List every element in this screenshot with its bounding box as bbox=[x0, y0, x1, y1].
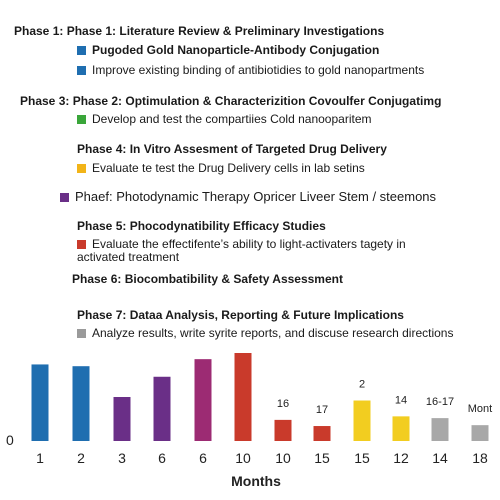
bars-group bbox=[31, 353, 489, 441]
bullet-square-icon bbox=[60, 193, 69, 202]
bar-7 bbox=[274, 419, 292, 441]
bar-8 bbox=[313, 426, 331, 441]
x-tick-labels-group: 1 2 3 6 6 10 10 15 15 12 14 18 bbox=[36, 450, 488, 466]
x-axis-title: Months bbox=[231, 473, 281, 489]
phase-1-heading: Phase 1: Phase 1: Literature Review & Pr… bbox=[14, 24, 385, 38]
x-tick-label-5: 6 bbox=[199, 450, 207, 466]
x-tick-label-8: 15 bbox=[314, 450, 330, 466]
phase-photodynamic-item: Phaef: Photodynamic Therapy Opricer Live… bbox=[60, 189, 436, 204]
phase-1-item-2: Improve existing binding of antibiotidie… bbox=[77, 63, 424, 77]
x-tick-label-12: 18 bbox=[472, 450, 488, 466]
x-tick-label-9: 15 bbox=[354, 450, 370, 466]
x-tick-label-1: 1 bbox=[36, 450, 44, 466]
phase-7-item-1: Analyze results, write syrite reports, a… bbox=[77, 326, 453, 340]
x-tick-label-2: 2 bbox=[77, 450, 85, 466]
data-label-9: 2 bbox=[359, 379, 365, 391]
data-label-7: 16 bbox=[277, 398, 289, 410]
bullet-square-icon bbox=[77, 66, 86, 75]
phase-4-item-1: Evaluate te test the Drug Delivery cells… bbox=[77, 161, 365, 175]
phase-2-heading: Phase 3: Phase 2: Optimulation & Charact… bbox=[20, 94, 442, 108]
bar-1 bbox=[31, 364, 49, 441]
bar-12 bbox=[471, 425, 489, 441]
bullet-square-icon bbox=[77, 240, 86, 249]
phase-7-heading: Phase 7: Dataa Analysis, Reporting & Fut… bbox=[77, 308, 404, 322]
x-tick-label-11: 14 bbox=[432, 450, 448, 466]
phase-5-heading: Phase 5: Phocodynatibility Efficacy Stud… bbox=[77, 219, 326, 233]
data-label-8: 17 bbox=[316, 404, 328, 416]
bar-5 bbox=[194, 359, 212, 441]
bar-10 bbox=[392, 416, 410, 441]
bar-3 bbox=[113, 397, 131, 441]
x-tick-label-7: 10 bbox=[275, 450, 291, 466]
data-label-11: 16-17 bbox=[426, 396, 454, 408]
phase-1-item-1: Pugoded Gold Nanoparticle-Antibody Conju… bbox=[77, 43, 379, 57]
bullet-square-icon bbox=[77, 329, 86, 338]
phase-6-heading: Phase 6: Biocombatibility & Safety Asses… bbox=[72, 272, 343, 286]
x-tick-label-6: 10 bbox=[235, 450, 251, 466]
data-label-10: 14 bbox=[395, 394, 407, 406]
bar-11 bbox=[431, 418, 449, 441]
y-tick-label: 0 bbox=[6, 432, 14, 448]
x-tick-label-10: 12 bbox=[393, 450, 409, 466]
bullet-square-icon bbox=[77, 46, 86, 55]
phase-2-item-1: Develop and test the compartiies Cold na… bbox=[77, 112, 372, 126]
bullet-square-icon bbox=[77, 164, 86, 173]
bullet-square-icon bbox=[77, 115, 86, 124]
bar-6 bbox=[234, 353, 252, 441]
data-labels-group: 16 17 2 14 16-17 Mont bbox=[277, 379, 492, 417]
bar-4 bbox=[153, 376, 171, 441]
phase-5-item-1: Evaluate the effectifente’s ability to l… bbox=[77, 237, 406, 265]
x-tick-label-4: 6 bbox=[158, 450, 166, 466]
bar-2 bbox=[72, 366, 90, 441]
phase-4-heading: Phase 4: In Vitro Assesment of Targeted … bbox=[77, 142, 387, 156]
bar-9 bbox=[353, 400, 371, 441]
data-label-12: Mont bbox=[468, 403, 492, 415]
x-tick-label-3: 3 bbox=[118, 450, 126, 466]
